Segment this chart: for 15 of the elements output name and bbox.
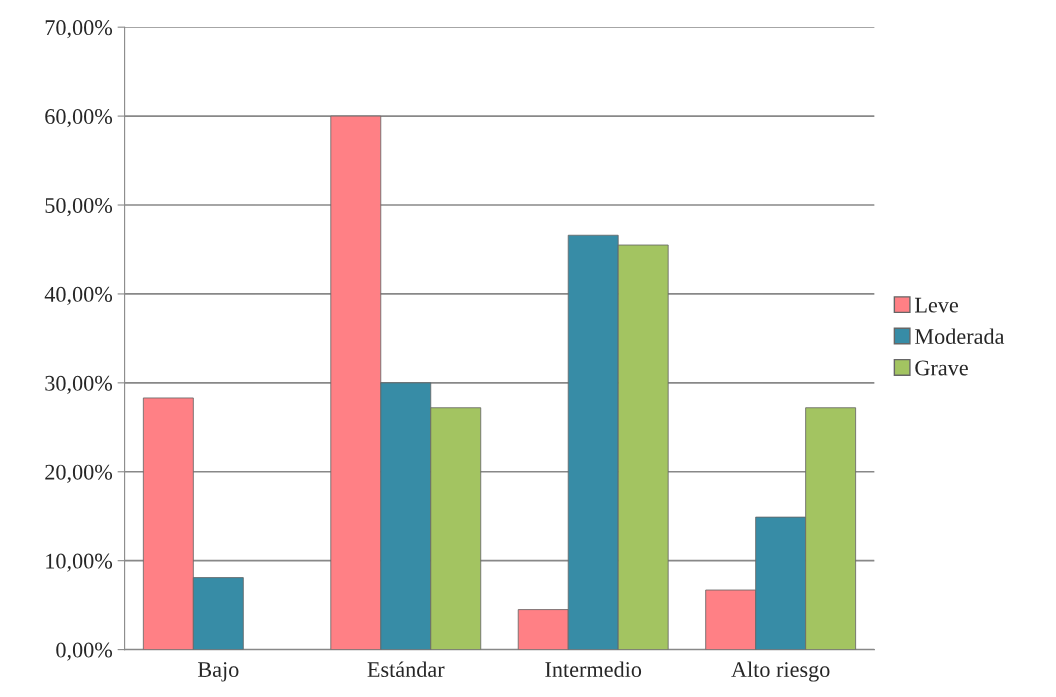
y-tick-label: 10,00%	[46, 553, 113, 572]
x-tick-label: Bajo	[197, 662, 239, 682]
y-tick-label: 70,00%	[45, 20, 113, 39]
legend-label: Leve	[915, 297, 959, 313]
y-tick-label: 0,00%	[56, 642, 113, 661]
x-tick-label: Intermedio	[545, 661, 642, 678]
x-tick-label: Estándar	[367, 661, 445, 678]
y-tick-label: 40,00%	[44, 286, 113, 306]
y-tick-label: 60,00%	[45, 109, 113, 128]
legend-label: Grave	[915, 360, 968, 376]
y-tick-label: 20,00%	[45, 464, 113, 483]
legend-label: Moderada	[915, 328, 1005, 345]
y-tick-label: 50,00%	[45, 197, 113, 217]
y-tick-label: 30,00%	[45, 375, 113, 394]
x-tick-label: Alto riesgo	[731, 661, 830, 682]
